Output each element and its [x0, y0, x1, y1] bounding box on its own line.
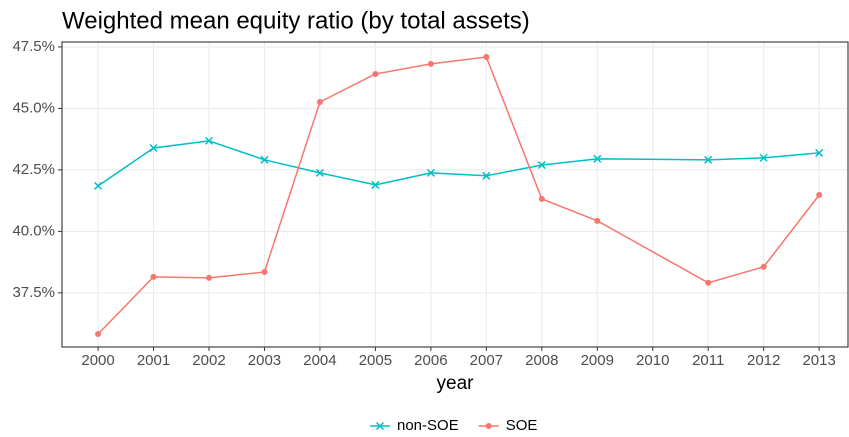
- marker: [372, 70, 379, 77]
- marker: [94, 181, 103, 190]
- legend-label: non-SOE: [397, 417, 459, 434]
- marker: [260, 155, 269, 164]
- marker: [315, 168, 324, 177]
- marker: [427, 60, 434, 67]
- chart-title: Weighted mean equity ratio (by total ass…: [62, 7, 530, 34]
- marker: [815, 148, 824, 157]
- marker: [759, 153, 768, 162]
- y-tick-label: 45.0%: [12, 99, 55, 116]
- x-axis-label: year: [437, 373, 475, 394]
- x-tick-label: 2005: [359, 352, 392, 369]
- plot-border: [61, 41, 849, 348]
- marker: [95, 330, 102, 337]
- marker: [760, 263, 767, 270]
- x-tick-label: 2004: [303, 352, 336, 369]
- marker: [261, 268, 268, 275]
- x-tick-label: 2009: [581, 352, 614, 369]
- x-tick-label: 2002: [192, 352, 225, 369]
- marker: [538, 195, 545, 202]
- y-tick-label: 40.0%: [12, 222, 55, 239]
- y-tick-label: 37.5%: [12, 284, 55, 301]
- y-tick-label: 42.5%: [12, 161, 55, 178]
- marker: [149, 143, 158, 153]
- marker: [705, 279, 712, 286]
- marker: [150, 273, 157, 280]
- marker: [593, 154, 602, 163]
- legend-label: SOE: [506, 417, 538, 434]
- y-tick-label: 47.5%: [12, 38, 55, 55]
- marker: [594, 217, 601, 224]
- marker: [205, 274, 212, 281]
- marker: [426, 168, 435, 177]
- x-tick-label: 2008: [525, 352, 558, 369]
- marker: [483, 54, 490, 61]
- marker: [537, 160, 546, 170]
- x-tick-label: 2010: [636, 352, 669, 369]
- marker: [371, 180, 380, 189]
- x-tick-label: 2012: [747, 352, 780, 369]
- legend-marker: [375, 421, 385, 431]
- x-tick-label: 2006: [414, 352, 447, 369]
- marker: [704, 155, 713, 164]
- x-tick-label: 2001: [137, 352, 170, 369]
- legend-marker: [485, 423, 492, 429]
- marker: [816, 191, 823, 198]
- x-tick-label: 2013: [802, 352, 835, 369]
- marker: [482, 171, 491, 180]
- x-tick-label: 2000: [81, 352, 114, 369]
- x-tick-label: 2011: [692, 352, 724, 369]
- marker: [204, 136, 214, 145]
- marker: [316, 99, 323, 106]
- x-tick-label: 2003: [248, 352, 281, 369]
- x-tick-label: 2007: [470, 352, 503, 369]
